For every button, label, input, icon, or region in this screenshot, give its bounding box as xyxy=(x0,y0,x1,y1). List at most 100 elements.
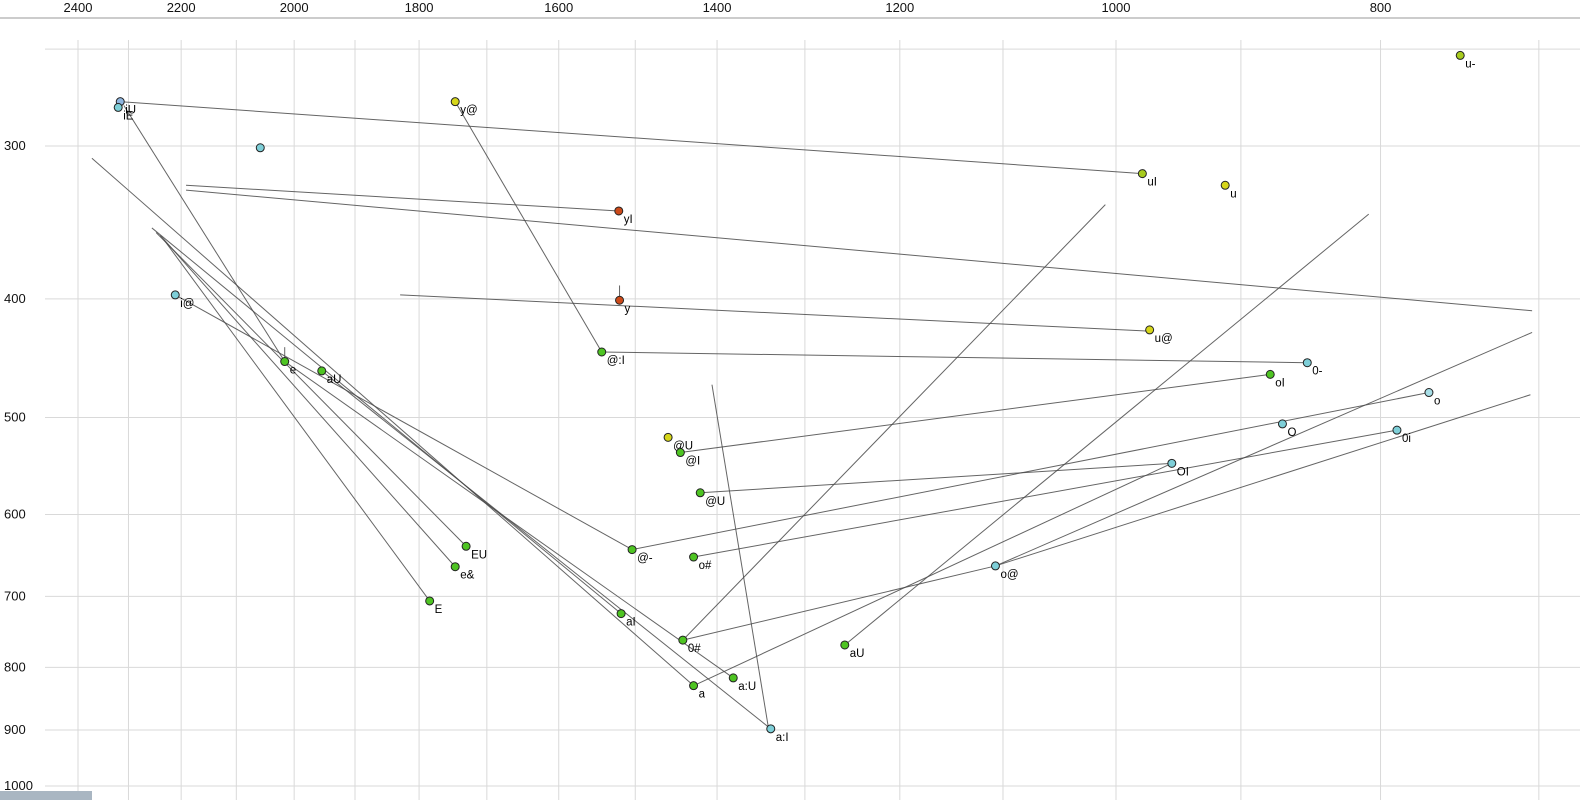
x-tick-label: 1600 xyxy=(544,0,573,15)
point-label: a:I xyxy=(776,732,789,744)
y-tick-label: 600 xyxy=(4,506,26,521)
x-tick-label: 1000 xyxy=(1102,0,1131,15)
data-point[interactable] xyxy=(615,295,625,305)
point-label: aU xyxy=(850,648,865,660)
trajectory-line xyxy=(693,462,1173,687)
trajectory-line xyxy=(700,462,1172,494)
data-point[interactable] xyxy=(1424,388,1434,398)
y-tick-label: 500 xyxy=(4,410,26,425)
trajectory-line xyxy=(321,370,772,730)
point-label: O xyxy=(1287,427,1296,439)
data-point[interactable] xyxy=(597,347,607,357)
trajectory-line xyxy=(175,294,633,551)
trajectory-line xyxy=(693,429,1398,558)
data-point[interactable] xyxy=(450,97,460,107)
trajectory-line xyxy=(711,384,769,726)
point-label: 0# xyxy=(688,643,701,655)
y-tick-label: 400 xyxy=(4,291,26,306)
point-label: @- xyxy=(637,553,653,565)
data-point[interactable] xyxy=(113,102,123,112)
data-point[interactable] xyxy=(990,561,1000,571)
data-point[interactable] xyxy=(663,432,673,442)
data-point[interactable] xyxy=(1145,325,1155,335)
point-label: aI xyxy=(626,617,636,629)
y-tick-label: 800 xyxy=(4,659,26,674)
trajectory-line xyxy=(400,294,1150,332)
point-label: yI xyxy=(624,214,633,226)
data-point[interactable] xyxy=(461,541,471,551)
data-point[interactable] xyxy=(840,640,850,650)
trajectory-line xyxy=(163,239,431,602)
data-point[interactable] xyxy=(675,448,685,458)
y-tick-label: 700 xyxy=(4,588,26,603)
data-point[interactable] xyxy=(766,724,776,734)
data-point[interactable] xyxy=(255,143,265,153)
point-label: EU xyxy=(471,549,487,561)
trajectory-line xyxy=(601,351,1308,364)
bottom-strip xyxy=(0,791,92,800)
trajectory-line xyxy=(185,184,619,212)
point-label: @I xyxy=(685,456,700,468)
point-label: u@ xyxy=(1155,333,1173,345)
data-point[interactable] xyxy=(1220,180,1230,190)
point-label: a xyxy=(699,689,706,701)
data-point[interactable] xyxy=(689,552,699,562)
point-label: u- xyxy=(1465,58,1475,70)
point-label: iU xyxy=(125,105,136,117)
point-label: u xyxy=(1230,188,1236,200)
point-label: e xyxy=(290,365,296,377)
x-tick-label: 2400 xyxy=(64,0,93,15)
data-point[interactable] xyxy=(1455,50,1465,60)
point-label: uI xyxy=(1147,177,1157,189)
point-label: aU xyxy=(327,374,342,386)
y-tick-label: 300 xyxy=(4,138,26,153)
data-point[interactable] xyxy=(627,545,637,555)
data-point[interactable] xyxy=(425,596,435,606)
data-point[interactable] xyxy=(1167,458,1177,468)
trajectory-line xyxy=(631,392,1430,551)
trajectory-line xyxy=(995,394,1531,567)
trajectory-line xyxy=(155,232,467,547)
point-label: 0i xyxy=(1402,433,1411,445)
point-label: oI xyxy=(1275,377,1285,389)
data-point[interactable] xyxy=(317,366,327,376)
x-tick-label: 2000 xyxy=(280,0,309,15)
x-tick-label: 1200 xyxy=(885,0,914,15)
point-label: o@ xyxy=(1000,569,1018,581)
data-point[interactable] xyxy=(1137,169,1147,179)
point-label: a:U xyxy=(738,681,756,693)
x-tick-label: 800 xyxy=(1370,0,1392,15)
data-point[interactable] xyxy=(1392,425,1402,435)
data-point[interactable] xyxy=(170,290,180,300)
point-label: i@ xyxy=(180,298,194,310)
point-label: @:I xyxy=(607,355,625,367)
point-label: y@ xyxy=(460,105,477,117)
point-label: iE xyxy=(123,110,134,122)
trajectory-line xyxy=(682,204,1106,641)
x-tick-label: 1800 xyxy=(405,0,434,15)
data-point[interactable] xyxy=(614,206,624,216)
point-label: E xyxy=(435,604,443,616)
data-point[interactable] xyxy=(678,635,688,645)
trajectory-line xyxy=(995,331,1533,567)
trajectory-line xyxy=(185,189,1533,312)
data-point[interactable] xyxy=(280,357,290,367)
data-point[interactable] xyxy=(450,562,460,572)
point-label: y xyxy=(625,303,631,315)
x-tick-label: 1400 xyxy=(703,0,732,15)
trajectory-line xyxy=(120,101,1143,175)
data-point[interactable] xyxy=(1277,419,1287,429)
trajectory-line xyxy=(284,361,734,679)
trajectory-line xyxy=(454,101,603,353)
data-point[interactable] xyxy=(695,488,705,498)
data-point[interactable] xyxy=(689,681,699,691)
trajectory-line xyxy=(159,235,456,568)
data-point[interactable] xyxy=(616,609,626,619)
data-point[interactable] xyxy=(728,673,738,683)
data-point[interactable] xyxy=(1265,369,1275,379)
data-point[interactable] xyxy=(1302,358,1312,368)
point-label: OI xyxy=(1177,466,1189,478)
point-label: e& xyxy=(460,570,474,582)
